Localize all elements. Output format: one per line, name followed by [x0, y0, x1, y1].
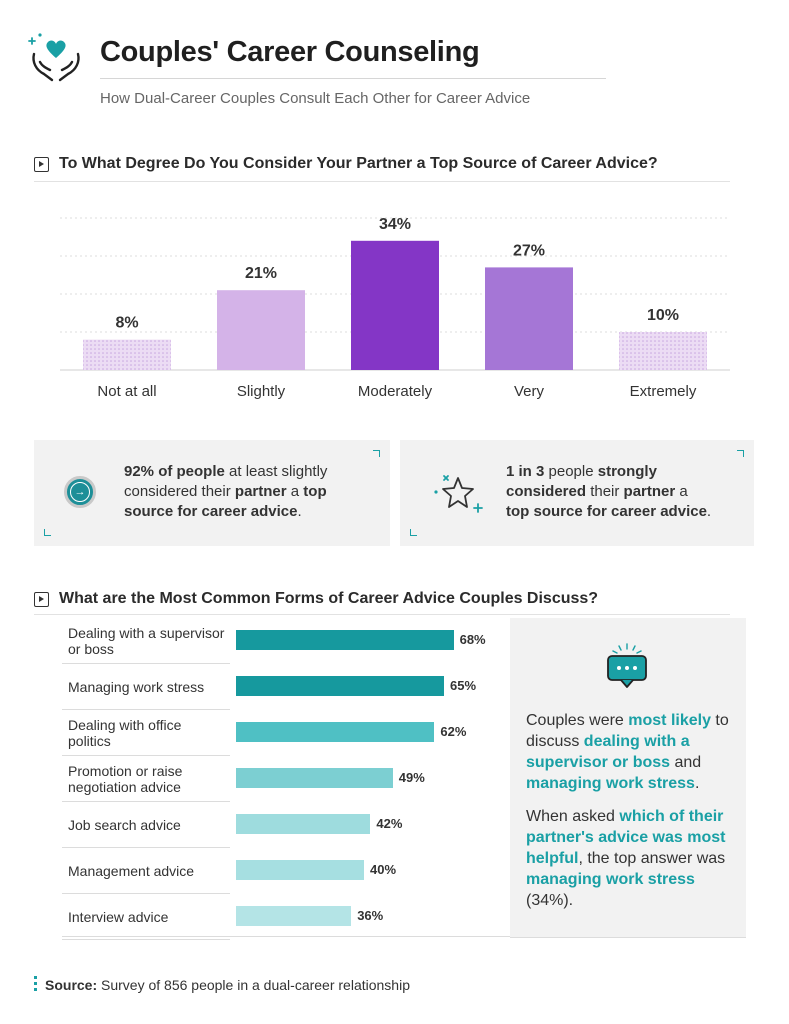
- dotted-line-icon: [34, 976, 37, 994]
- form-bar: [236, 676, 444, 696]
- form-row: Interview advice 36%: [62, 894, 508, 940]
- bar-not-at-all: [83, 339, 171, 370]
- form-label: Dealing with office politics: [68, 717, 182, 749]
- form-label: Job search advice: [68, 817, 181, 833]
- callout-92-percent: → 92% of people at least slightly consid…: [34, 440, 390, 546]
- callout-1-in-3: 1 in 3 people strongly considered their …: [400, 440, 754, 546]
- corner-mark-icon: [373, 450, 380, 457]
- category-label: Moderately: [358, 383, 433, 400]
- form-value-label: 36%: [357, 908, 384, 923]
- category-label: Very: [514, 383, 545, 400]
- bar-very: [485, 267, 573, 370]
- category-label: Slightly: [237, 383, 286, 400]
- callout-1-in-3-text: 1 in 3 people strongly considered their …: [506, 463, 712, 520]
- row-divider: [62, 663, 230, 664]
- section-title-degree: To What Degree Do You Consider Your Part…: [59, 155, 658, 172]
- form-label: Dealing with a supervisor or boss: [68, 625, 225, 657]
- bar-extremely: [619, 332, 707, 370]
- play-icon: [34, 156, 49, 172]
- insight-paragraph-2: When asked which of their partner's advi…: [526, 808, 726, 909]
- bar-value-label: 10%: [647, 307, 679, 324]
- section-heading-forms: What are the Most Common Forms of Career…: [34, 590, 598, 608]
- form-row: Promotion or raise negotiation advice 49%: [62, 756, 508, 802]
- form-value-label: 42%: [376, 816, 403, 831]
- insight-panel: Couples were most likely to discuss deal…: [510, 618, 746, 938]
- form-row: Dealing with office politics 62%: [62, 710, 508, 756]
- row-divider: [62, 755, 230, 756]
- callout-92-text: 92% of people at least slightly consider…: [124, 463, 328, 520]
- row-divider: [62, 847, 230, 848]
- row-divider: [62, 939, 230, 940]
- form-bar: [236, 906, 352, 926]
- section-heading-degree: To What Degree Do You Consider Your Part…: [34, 155, 658, 173]
- corner-mark-icon: [410, 529, 417, 536]
- form-value-label: 40%: [370, 862, 397, 877]
- degree-bar-chart: 8% Not at all 21% Slightly 34% Moderately 27% V…: [60, 216, 730, 400]
- bar-moderately: [351, 240, 439, 370]
- forms-divider: [62, 936, 510, 937]
- form-label: Management advice: [68, 863, 195, 879]
- form-value-label: 62%: [440, 724, 467, 739]
- bar-value-label: 8%: [115, 315, 138, 332]
- source-note: Source: Survey of 856 people in a dual-c…: [34, 976, 410, 994]
- bar-slightly: [217, 290, 305, 370]
- form-value-label: 49%: [398, 770, 425, 785]
- title-divider: [100, 78, 606, 79]
- chat-bubble-icon: [607, 643, 647, 688]
- corner-mark-icon: [44, 529, 51, 536]
- form-bar: [236, 630, 454, 650]
- corner-mark-icon: [737, 450, 744, 457]
- play-icon: [34, 591, 49, 607]
- section-divider: [34, 614, 730, 615]
- section-divider: [34, 181, 730, 182]
- bar-value-label: 21%: [245, 265, 277, 282]
- form-bar: [236, 722, 435, 742]
- form-bar: [236, 768, 393, 788]
- form-value-label: 68%: [459, 632, 486, 647]
- insight-paragraph-1: Couples were most likely to discuss deal…: [526, 712, 729, 792]
- form-row: Management advice 40%: [62, 848, 508, 894]
- star-sparkle-icon: [434, 475, 483, 513]
- page-title: Couples' Career Counseling: [100, 36, 480, 68]
- form-row: Managing work stress 65%: [62, 664, 508, 710]
- row-divider: [62, 709, 230, 710]
- row-divider: [62, 801, 230, 802]
- arrow-right-circle-icon: →: [64, 476, 96, 508]
- bar-value-label: 27%: [513, 242, 545, 259]
- section-title-forms: What are the Most Common Forms of Career…: [59, 590, 599, 607]
- bar-value-label: 34%: [379, 216, 411, 233]
- form-label: Interview advice: [68, 909, 169, 925]
- hands-heart-icon: [28, 33, 80, 82]
- form-row: Job search advice 42%: [62, 802, 508, 848]
- form-value-label: 65%: [450, 678, 477, 693]
- category-label: Extremely: [630, 383, 697, 400]
- row-divider: [62, 893, 230, 894]
- category-label: Not at all: [97, 383, 156, 400]
- page-subtitle: How Dual-Career Couples Consult Each Oth…: [100, 90, 531, 107]
- form-bar: [236, 814, 371, 834]
- form-label: Managing work stress: [68, 679, 205, 695]
- form-bar: [236, 860, 364, 880]
- form-label: Promotion or raise negotiation advice: [68, 763, 183, 795]
- form-row: Dealing with a supervisor or boss 68%: [62, 618, 508, 664]
